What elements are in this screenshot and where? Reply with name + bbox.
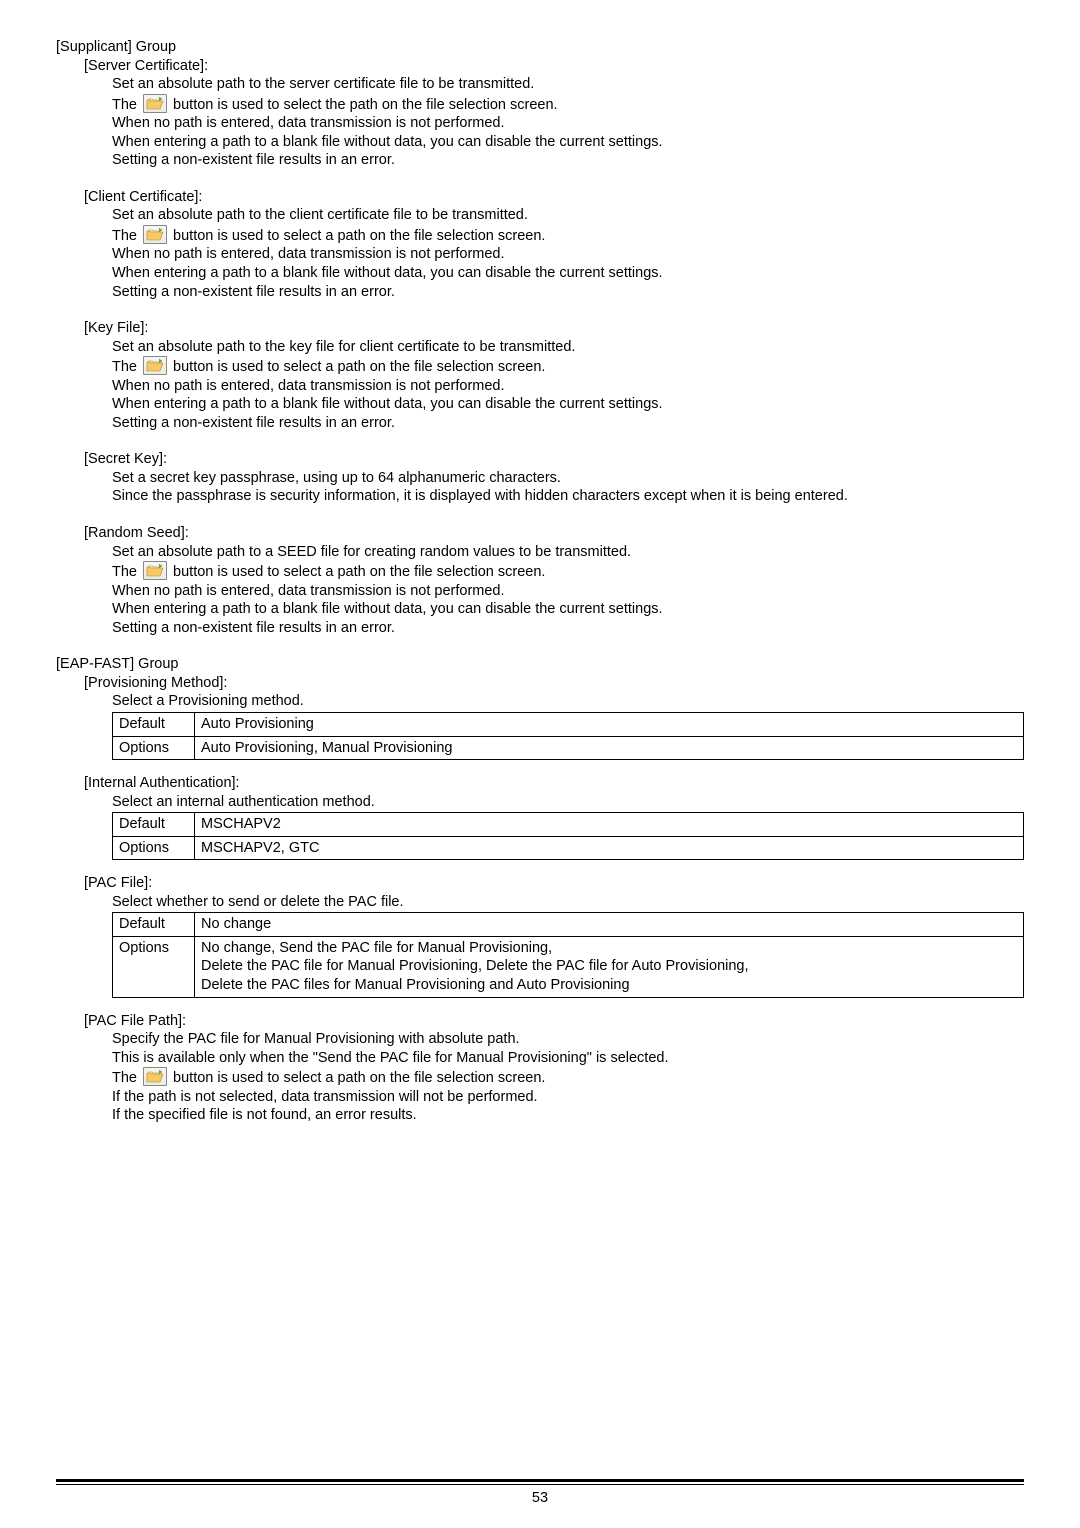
folder-open-icon: [143, 225, 167, 244]
default-value: No change: [195, 913, 1024, 937]
text-the: The: [112, 228, 141, 244]
server-cert-line5: Setting a non-existent file results in a…: [112, 151, 1024, 170]
default-value: Auto Provisioning: [195, 712, 1024, 736]
random-seed-line5: Setting a non-existent file results in a…: [112, 619, 1024, 638]
pac-file-table: Default No change Options No change, Sen…: [112, 912, 1024, 997]
folder-open-icon: [143, 94, 167, 113]
secret-key-line1: Set a secret key passphrase, using up to…: [112, 469, 1024, 488]
client-cert-line3: When no path is entered, data transmissi…: [112, 245, 1024, 264]
client-cert-line5: Setting a non-existent file results in a…: [112, 283, 1024, 302]
random-seed-label: [Random Seed]:: [84, 524, 1024, 543]
text-btn: button is used to select a path on the f…: [169, 1070, 545, 1086]
options-value: No change, Send the PAC file for Manual …: [195, 936, 1024, 997]
secret-key-line2: Since the passphrase is security informa…: [112, 487, 1024, 506]
server-cert-line2: The button is used to select the path on…: [112, 94, 1024, 115]
secret-key-label: [Secret Key]:: [84, 450, 1024, 469]
internal-auth-desc: Select an internal authentication method…: [112, 793, 1024, 812]
text-btn: button is used to select a path on the f…: [169, 564, 545, 580]
server-cert-line4: When entering a path to a blank file wit…: [112, 133, 1024, 152]
random-seed-line4: When entering a path to a blank file wit…: [112, 600, 1024, 619]
options-label: Options: [113, 836, 195, 860]
footer-line-thin: [56, 1484, 1024, 1485]
client-cert-label: [Client Certificate]:: [84, 188, 1024, 207]
supplicant-group-heading: [Supplicant] Group: [56, 38, 1024, 57]
random-seed-line2: The button is used to select a path on t…: [112, 561, 1024, 582]
page-footer: 53: [56, 1479, 1024, 1508]
text-btn: button is used to select the path on the…: [169, 97, 558, 113]
text-the: The: [112, 97, 141, 113]
server-cert-label: [Server Certificate]:: [84, 57, 1024, 76]
prov-method-label: [Provisioning Method]:: [84, 674, 1024, 693]
text-the: The: [112, 1070, 141, 1086]
text-the: The: [112, 359, 141, 375]
key-file-line2: The button is used to select a path on t…: [112, 356, 1024, 377]
client-cert-line4: When entering a path to a blank file wit…: [112, 264, 1024, 283]
table-row: Default MSCHAPV2: [113, 813, 1024, 837]
server-cert-line1: Set an absolute path to the server certi…: [112, 75, 1024, 94]
folder-open-icon: [143, 356, 167, 375]
pac-path-line5: If the specified file is not found, an e…: [112, 1106, 1024, 1125]
random-seed-line3: When no path is entered, data transmissi…: [112, 582, 1024, 601]
key-file-line4: When entering a path to a blank file wit…: [112, 395, 1024, 414]
key-file-line5: Setting a non-existent file results in a…: [112, 414, 1024, 433]
default-label: Default: [113, 813, 195, 837]
random-seed-line1: Set an absolute path to a SEED file for …: [112, 543, 1024, 562]
folder-open-icon: [143, 561, 167, 580]
server-cert-line3: When no path is entered, data transmissi…: [112, 114, 1024, 133]
pac-path-line4: If the path is not selected, data transm…: [112, 1088, 1024, 1107]
internal-auth-table: Default MSCHAPV2 Options MSCHAPV2, GTC: [112, 812, 1024, 860]
prov-method-table: Default Auto Provisioning Options Auto P…: [112, 712, 1024, 760]
pac-file-label: [PAC File]:: [84, 874, 1024, 893]
options-label: Options: [113, 936, 195, 997]
table-row: Default No change: [113, 913, 1024, 937]
options-label: Options: [113, 736, 195, 760]
pac-path-line2: This is available only when the "Send th…: [112, 1049, 1024, 1068]
text-btn: button is used to select a path on the f…: [169, 228, 545, 244]
internal-auth-label: [Internal Authentication]:: [84, 774, 1024, 793]
text-btn: button is used to select a path on the f…: [169, 359, 545, 375]
key-file-line3: When no path is entered, data transmissi…: [112, 377, 1024, 396]
prov-method-desc: Select a Provisioning method.: [112, 692, 1024, 711]
table-row: Options MSCHAPV2, GTC: [113, 836, 1024, 860]
pac-path-line3: The button is used to select a path on t…: [112, 1067, 1024, 1088]
table-row: Default Auto Provisioning: [113, 712, 1024, 736]
footer-line-thick: [56, 1479, 1024, 1482]
default-label: Default: [113, 913, 195, 937]
key-file-label: [Key File]:: [84, 319, 1024, 338]
default-value: MSCHAPV2: [195, 813, 1024, 837]
table-row: Options No change, Send the PAC file for…: [113, 936, 1024, 997]
options-value: MSCHAPV2, GTC: [195, 836, 1024, 860]
pac-file-desc: Select whether to send or delete the PAC…: [112, 893, 1024, 912]
eap-group-heading: [EAP-FAST] Group: [56, 655, 1024, 674]
pac-path-label: [PAC File Path]:: [84, 1012, 1024, 1031]
text-the: The: [112, 564, 141, 580]
default-label: Default: [113, 712, 195, 736]
key-file-line1: Set an absolute path to the key file for…: [112, 338, 1024, 357]
options-value: Auto Provisioning, Manual Provisioning: [195, 736, 1024, 760]
client-cert-line2: The button is used to select a path on t…: [112, 225, 1024, 246]
table-row: Options Auto Provisioning, Manual Provis…: [113, 736, 1024, 760]
folder-open-icon: [143, 1067, 167, 1086]
client-cert-line1: Set an absolute path to the client certi…: [112, 206, 1024, 225]
page-number: 53: [56, 1489, 1024, 1508]
pac-path-line1: Specify the PAC file for Manual Provisio…: [112, 1030, 1024, 1049]
